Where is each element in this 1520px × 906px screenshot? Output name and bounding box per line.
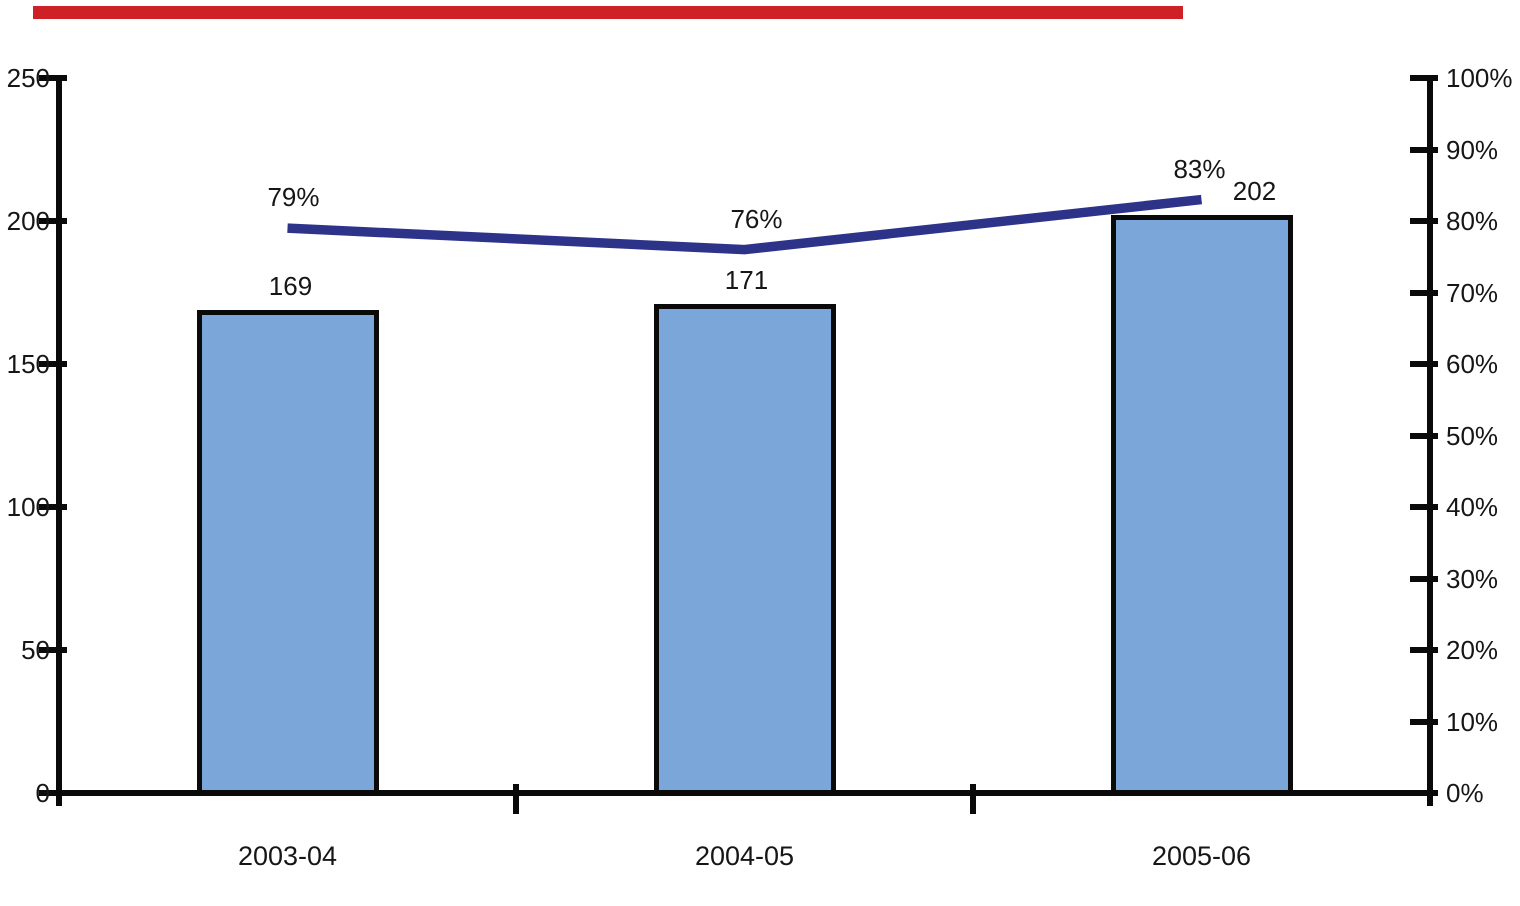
right-axis-tick-label: 0% <box>1446 778 1484 808</box>
bar-value-label: 171 <box>724 264 769 295</box>
line-value-label: 83% <box>1173 153 1226 184</box>
left-axis-tick-label: 150 <box>6 349 50 379</box>
right-axis-tick-label: 20% <box>1446 635 1499 665</box>
right-axis-tick-label: 100% <box>1446 63 1513 93</box>
right-axis-tick <box>1410 75 1438 81</box>
left-axis-tick-label: 50 <box>21 635 50 665</box>
right-axis-tick <box>1410 718 1438 725</box>
right-axis-tick <box>1410 146 1438 153</box>
right-axis-tick <box>1410 647 1438 653</box>
right-axis-tick <box>1410 432 1438 439</box>
x-axis-line <box>45 790 1433 796</box>
right-axis-tick-label: 80% <box>1446 206 1499 236</box>
right-axis-line <box>1427 75 1433 806</box>
category-label: 2004-05 <box>694 841 795 871</box>
left-axis-tick <box>39 647 67 653</box>
left-axis-tick-label: 100 <box>6 492 50 522</box>
x-axis-tick <box>970 784 976 814</box>
line-value-label: 79% <box>267 182 320 213</box>
bar <box>196 309 379 796</box>
left-axis-line <box>56 75 62 806</box>
left-axis-tick <box>39 75 67 81</box>
bar-value-label: 202 <box>1232 176 1277 207</box>
right-axis-tick-label: 70% <box>1446 277 1499 308</box>
left-axis-tick-label: 200 <box>6 206 50 236</box>
right-axis-tick <box>1410 289 1438 296</box>
left-axis-tick <box>39 361 67 367</box>
right-axis-tick <box>1410 218 1438 224</box>
right-axis-tick <box>1410 361 1438 367</box>
left-axis-tick <box>39 790 67 796</box>
category-label: 2003-04 <box>237 841 338 871</box>
right-axis-tick-label: 50% <box>1446 420 1499 451</box>
right-axis-tick-label: 60% <box>1446 349 1499 379</box>
right-axis-tick <box>1410 575 1438 582</box>
left-axis-tick <box>39 218 67 224</box>
right-axis-tick <box>1410 504 1438 510</box>
bar <box>1110 215 1293 796</box>
line-value-label: 76% <box>730 203 783 234</box>
right-axis-tick <box>1410 790 1438 796</box>
right-axis-tick-label: 90% <box>1446 134 1499 165</box>
right-axis-tick-label: 40% <box>1446 492 1499 522</box>
right-axis-tick-label: 30% <box>1446 563 1499 594</box>
x-axis-tick <box>513 784 519 814</box>
category-label: 2005-06 <box>1151 841 1252 871</box>
left-axis-tick-label: 0 <box>35 778 50 808</box>
left-axis-tick <box>39 504 67 510</box>
left-axis-tick-label: 250 <box>6 63 50 93</box>
bar-value-label: 169 <box>268 270 313 301</box>
right-axis-tick-label: 10% <box>1446 706 1499 737</box>
bar <box>653 303 836 796</box>
top-accent-bar <box>33 6 1183 19</box>
